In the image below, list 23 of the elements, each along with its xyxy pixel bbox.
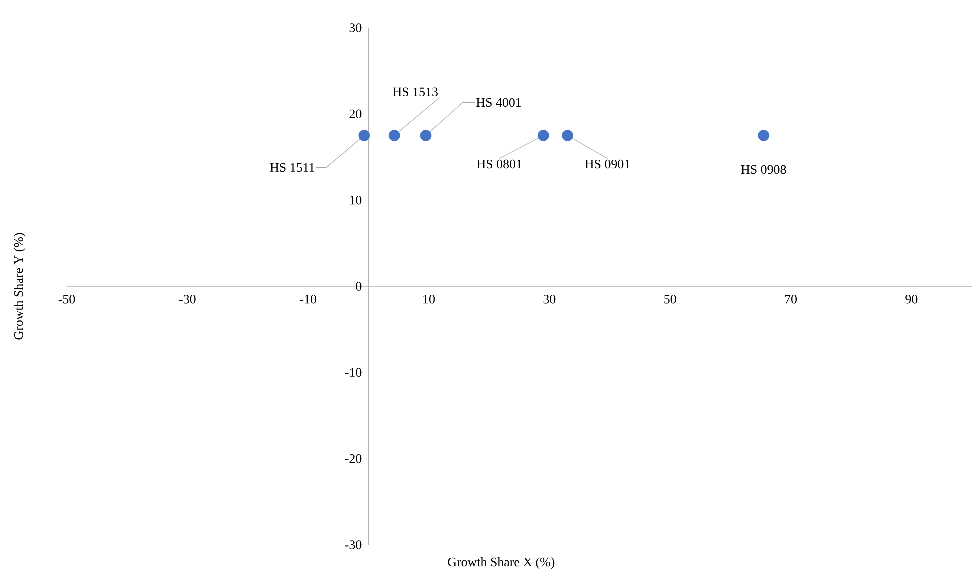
annotation: HS 1513 (393, 88, 438, 97)
x-axis-title: Growth Share X (%) (448, 558, 555, 570)
annotation: HS 1511 (270, 163, 314, 172)
x-tick-label: -50 (58, 295, 76, 304)
x-tick-label: 10 (424, 295, 435, 304)
annotation: HS 0908 (741, 165, 786, 174)
y-tick-label: 20 (350, 110, 362, 119)
annotation: HS 0901 (585, 160, 630, 169)
x-tick-label: -30 (180, 295, 196, 304)
y-tick-label: 10 (350, 196, 362, 205)
y-tick-label: 30 (350, 24, 362, 32)
y-tick-label: -30 (345, 540, 362, 550)
y-tick-label: 0 (356, 282, 362, 291)
x-tick-label: 70 (785, 295, 797, 304)
x-tick-label: 50 (664, 295, 676, 304)
x-tick-label: 90 (906, 295, 918, 304)
annotation: HS 0801 (477, 160, 522, 169)
y-tick-label: -20 (345, 454, 362, 464)
x-tick-label: -10 (300, 295, 316, 304)
annotation: HS 4001 (476, 98, 522, 108)
x-tick-label: 30 (544, 295, 556, 304)
y-axis-title: Growth Share Y (%) (14, 233, 26, 340)
y-tick-label: -10 (345, 368, 362, 378)
